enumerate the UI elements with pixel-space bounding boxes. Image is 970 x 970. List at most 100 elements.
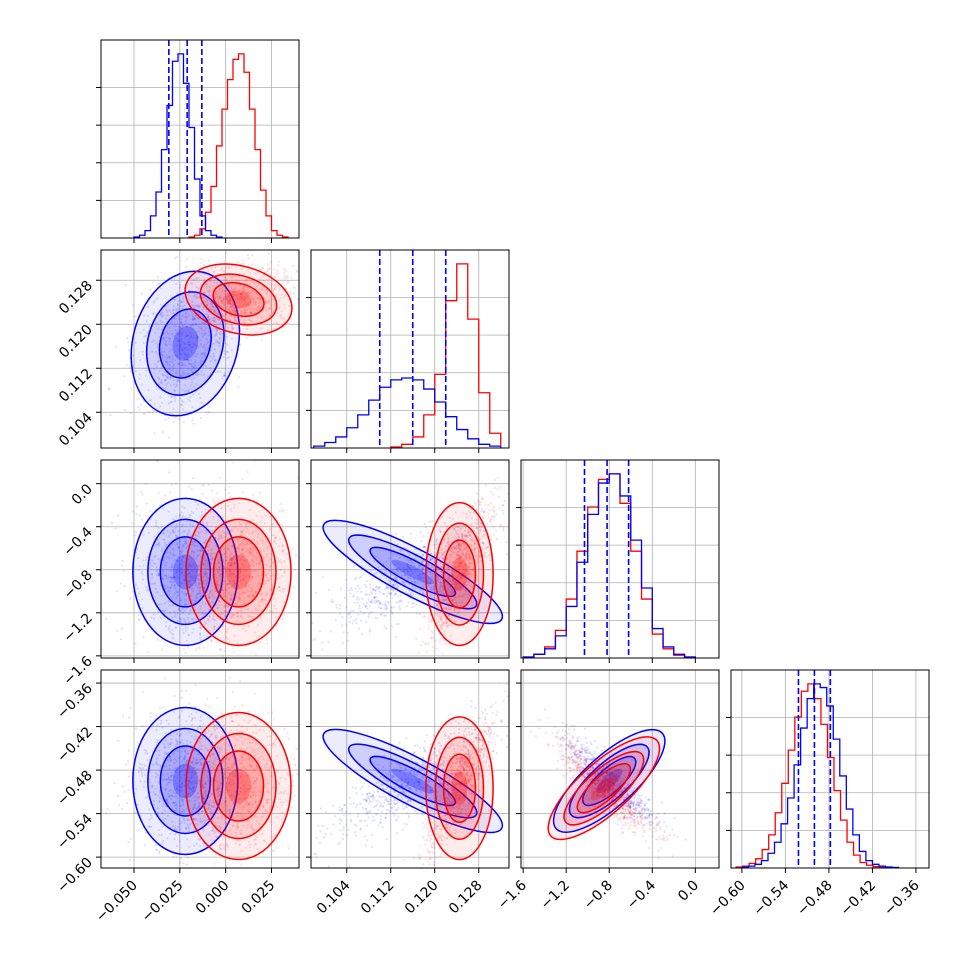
sample-point — [442, 621, 445, 624]
sample-point — [183, 784, 186, 788]
sample-point — [210, 349, 213, 352]
sample-point — [195, 711, 198, 714]
sample-point — [423, 546, 427, 549]
sample-point — [240, 603, 243, 607]
sample-point — [192, 789, 195, 792]
sample-point — [173, 390, 177, 393]
sample-point — [467, 596, 470, 599]
sample-point — [240, 608, 244, 611]
sample-point — [278, 585, 281, 589]
sample-point — [256, 536, 260, 539]
sample-point — [473, 543, 476, 546]
panel-frame — [100, 459, 300, 659]
sample-point — [259, 641, 262, 644]
sample-point — [247, 551, 251, 554]
sample-point — [485, 547, 488, 550]
sample-point — [250, 615, 253, 618]
sample-point — [185, 358, 189, 361]
sample-point — [244, 295, 247, 298]
sample-point — [472, 511, 475, 514]
sample-point — [471, 585, 474, 588]
sample-point — [218, 341, 221, 345]
sample-point — [447, 576, 450, 579]
sample-point — [190, 723, 194, 726]
sample-point — [478, 567, 481, 570]
sample-point — [196, 596, 199, 600]
sample-point — [394, 572, 398, 575]
sample-point — [205, 343, 208, 346]
sample-point — [448, 608, 451, 611]
sample-point — [262, 273, 265, 276]
sample-point — [240, 292, 243, 295]
sample-point — [349, 615, 353, 619]
sample-point — [352, 564, 355, 567]
sample-point — [456, 586, 459, 590]
sample-point — [204, 558, 207, 562]
sample-point — [236, 528, 240, 531]
sample-point — [167, 593, 171, 596]
contour-line — [145, 291, 225, 396]
sample-point — [375, 571, 378, 575]
sample-point — [443, 537, 446, 541]
sample-point — [213, 334, 216, 337]
sample-point — [212, 753, 215, 756]
sample-point — [190, 565, 193, 568]
sample-point — [207, 313, 210, 316]
sample-point — [185, 827, 188, 830]
sample-point — [259, 560, 262, 563]
sample-point — [164, 379, 167, 382]
sample-point — [431, 559, 434, 562]
sample-point — [174, 587, 178, 590]
sample-point — [180, 332, 183, 335]
sample-point — [215, 341, 218, 344]
sample-point — [478, 549, 481, 552]
sample-point — [185, 752, 188, 755]
sample-point — [409, 569, 413, 573]
sample-point — [247, 522, 250, 525]
sample-point — [493, 510, 496, 514]
sample-point — [457, 570, 460, 574]
sample-point — [502, 526, 505, 529]
sample-point — [467, 552, 470, 555]
density-fill — [391, 559, 435, 585]
sample-point — [244, 302, 247, 305]
sample-point — [236, 538, 240, 541]
sample-point — [214, 526, 217, 529]
sample-point — [207, 483, 210, 487]
sample-point — [194, 373, 197, 376]
sample-point — [223, 352, 226, 355]
sample-point — [245, 337, 248, 340]
sample-point — [184, 594, 187, 597]
sample-point — [431, 631, 434, 635]
sample-point — [361, 597, 364, 600]
sample-point — [216, 329, 219, 332]
sample-point — [196, 549, 199, 552]
sample-point — [251, 263, 254, 266]
sample-point — [129, 366, 132, 369]
sample-point — [150, 816, 154, 819]
sample-point — [468, 534, 471, 537]
sample-point — [179, 397, 182, 400]
sample-point — [449, 583, 452, 586]
sample-point — [211, 327, 214, 330]
sample-point — [464, 529, 467, 532]
sample-point — [194, 608, 197, 611]
sample-point — [244, 749, 247, 752]
sample-point — [278, 299, 281, 303]
sample-point — [242, 591, 245, 594]
sample-point — [457, 561, 460, 564]
sample-point — [223, 650, 226, 653]
sample-point — [239, 790, 242, 793]
sample-point — [187, 792, 190, 796]
sample-point — [210, 529, 214, 532]
sample-point — [170, 400, 173, 403]
sample-point — [238, 593, 241, 596]
sample-point — [228, 569, 232, 572]
sample-point — [403, 573, 406, 576]
sample-point — [469, 555, 472, 559]
sample-point — [436, 612, 439, 615]
sample-point — [189, 336, 193, 339]
sample-point — [499, 524, 502, 528]
sample-point — [144, 749, 148, 752]
sample-point — [276, 269, 279, 272]
